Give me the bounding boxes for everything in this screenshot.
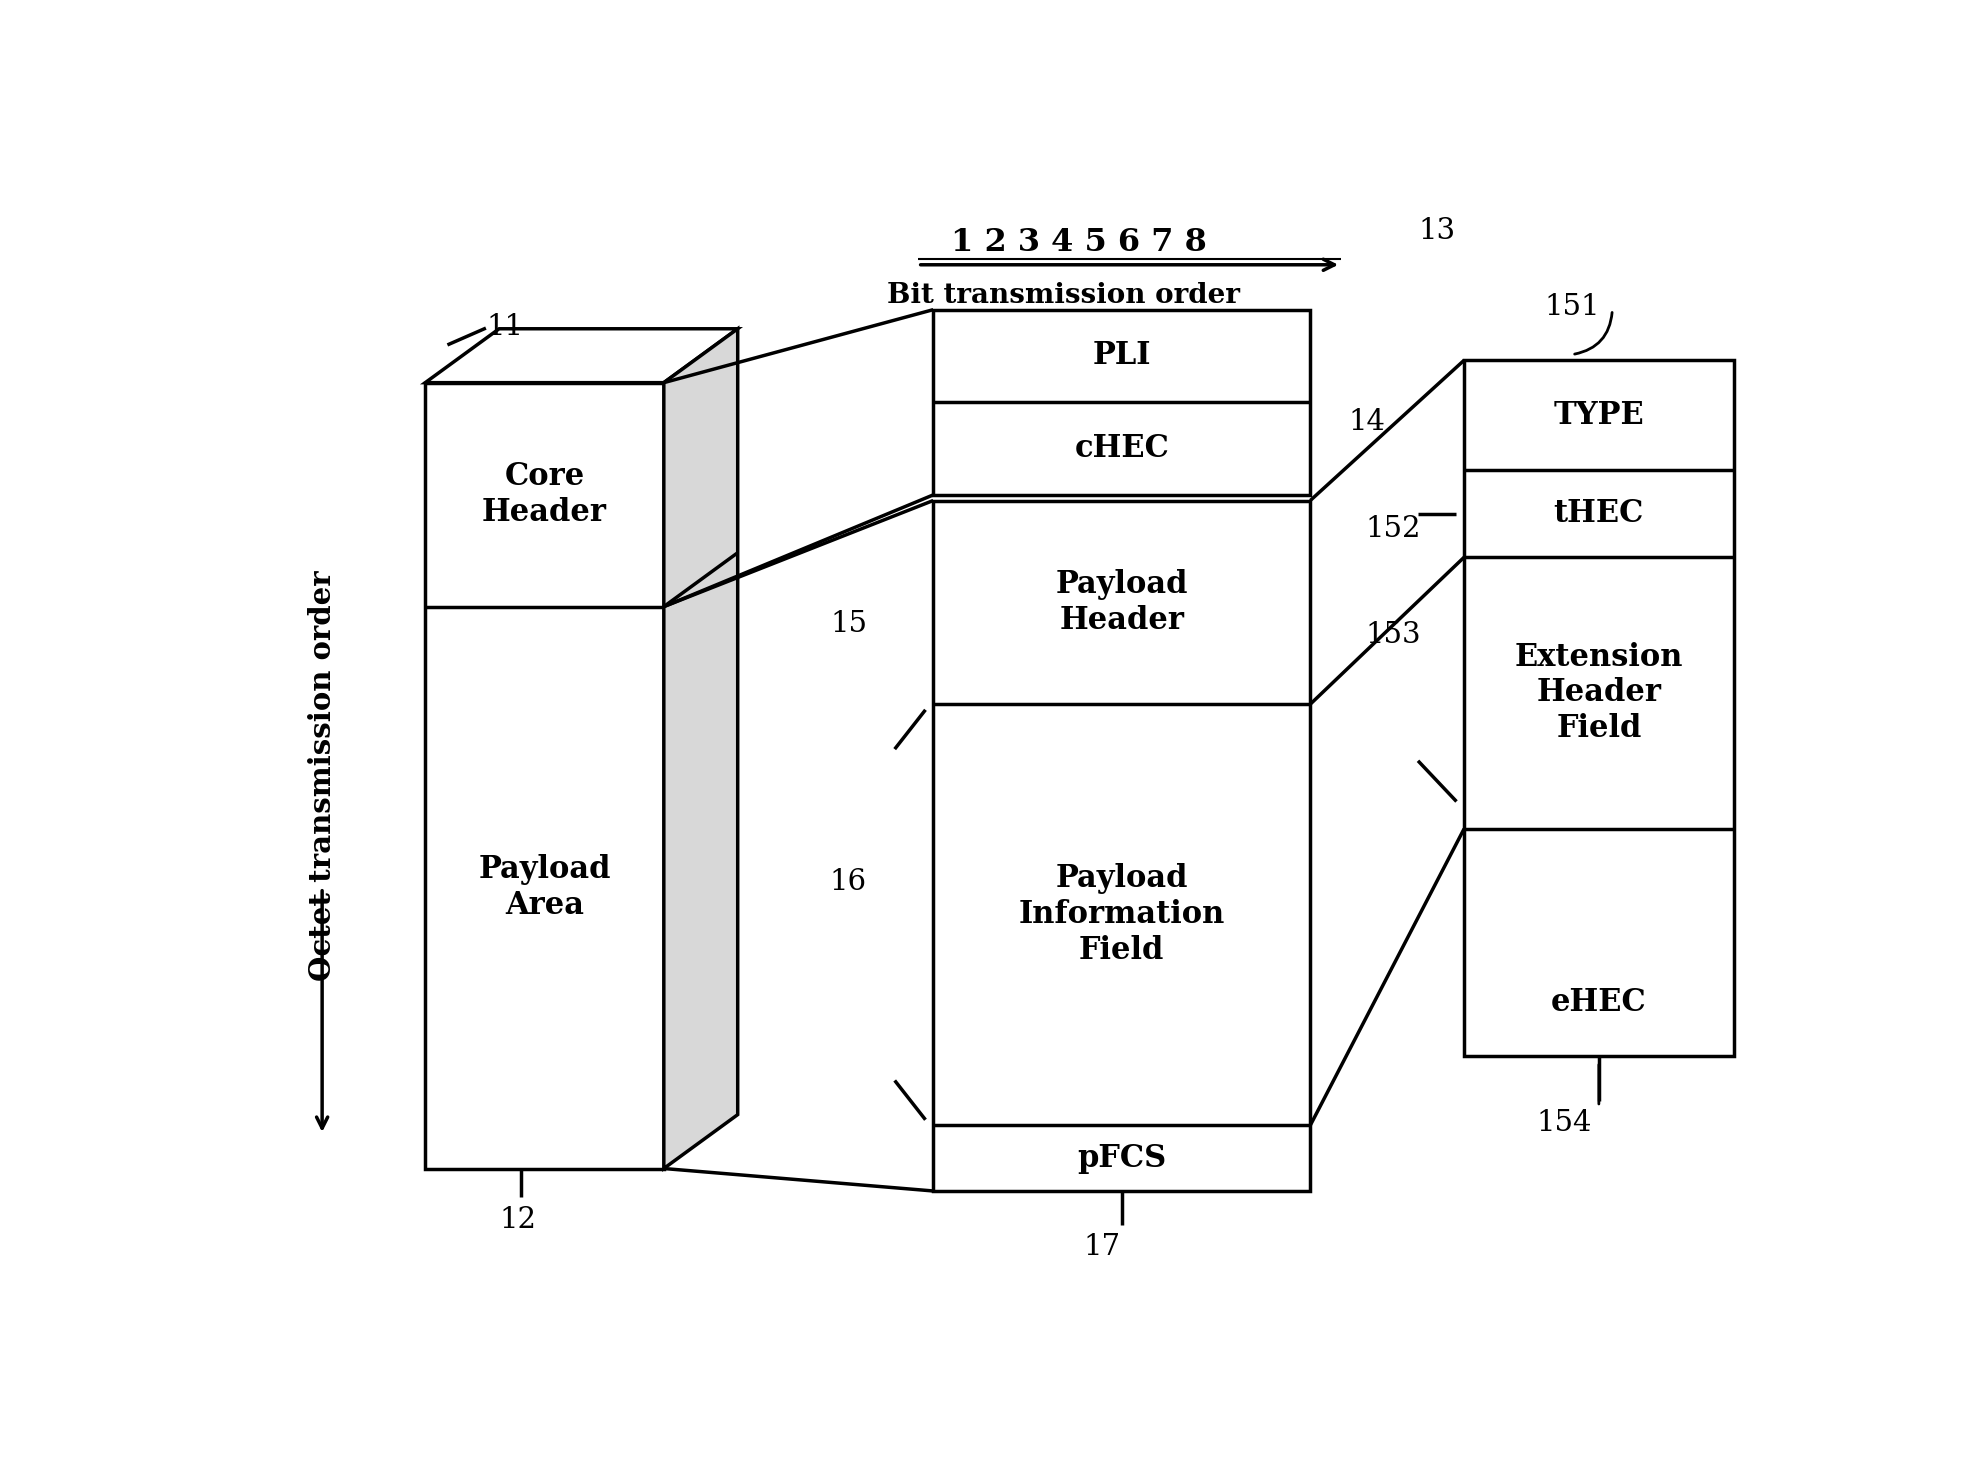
- Bar: [933, 500, 1311, 1191]
- Text: cHEC: cHEC: [1074, 433, 1170, 464]
- Text: Payload
Information
Field: Payload Information Field: [1019, 863, 1225, 967]
- Text: 16: 16: [830, 868, 868, 897]
- Text: 15: 15: [830, 609, 868, 639]
- Text: 11: 11: [487, 312, 524, 341]
- Polygon shape: [663, 328, 737, 1168]
- Text: 12: 12: [498, 1206, 536, 1233]
- Text: pFCS: pFCS: [1076, 1143, 1166, 1174]
- Text: Octet transmission order: Octet transmission order: [308, 570, 338, 981]
- Bar: [933, 309, 1311, 494]
- Text: 152: 152: [1366, 515, 1422, 542]
- Text: Core
Header: Core Header: [483, 461, 608, 528]
- Text: Payload
Header: Payload Header: [1055, 569, 1188, 636]
- Bar: [1464, 360, 1734, 1056]
- Text: 153: 153: [1366, 621, 1422, 649]
- Text: 151: 151: [1545, 293, 1599, 321]
- Text: tHEC: tHEC: [1553, 499, 1644, 529]
- Text: Payload
Area: Payload Area: [479, 854, 612, 921]
- Text: PLI: PLI: [1092, 341, 1152, 372]
- Bar: [425, 382, 663, 1168]
- Text: 17: 17: [1084, 1232, 1120, 1261]
- Text: 1 2 3 4 5 6 7 8: 1 2 3 4 5 6 7 8: [951, 227, 1207, 258]
- Text: eHEC: eHEC: [1551, 987, 1646, 1018]
- Text: 14: 14: [1348, 408, 1386, 436]
- Text: Bit transmission order: Bit transmission order: [888, 281, 1241, 309]
- Text: Extension
Header
Field: Extension Header Field: [1515, 642, 1682, 744]
- Text: 13: 13: [1418, 217, 1456, 245]
- Text: TYPE: TYPE: [1553, 399, 1644, 430]
- Text: 154: 154: [1537, 1110, 1593, 1137]
- Polygon shape: [425, 328, 737, 382]
